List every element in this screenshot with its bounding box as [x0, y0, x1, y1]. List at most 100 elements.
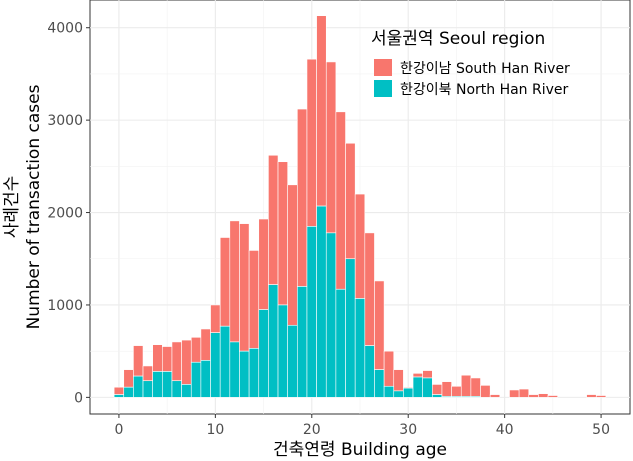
x-tick-label: 20: [303, 422, 321, 438]
bar-north-han-river: [345, 258, 356, 398]
bar-north-han-river: [374, 369, 385, 398]
bar-north-han-river: [113, 394, 125, 398]
bar-north-han-river: [306, 226, 317, 398]
bar-north-han-river: [181, 384, 192, 398]
bar-north-han-river: [364, 345, 375, 398]
bar-south-han-river: [528, 394, 539, 398]
y-axis-title-line2: Number of transaction cases: [24, 84, 44, 329]
bar-south-han-river: [518, 388, 530, 398]
bar-north-han-river: [441, 396, 452, 398]
bar-north-han-river: [248, 348, 260, 398]
bar-south-han-river: [113, 386, 125, 395]
bar-south-han-river: [123, 369, 134, 388]
legend-label-south: 한강이남 South Han River: [400, 61, 570, 77]
bar-south-han-river: [181, 339, 192, 385]
bar-north-han-river: [123, 386, 134, 398]
y-axis: 0 1000 2000 3000 4000: [47, 21, 90, 406]
x-axis-title: 건축연령 Building age: [273, 440, 447, 460]
bar-south-han-river: [470, 377, 481, 397]
bar-south-han-river: [538, 393, 549, 398]
bar-north-han-river: [470, 396, 481, 398]
bar-north-han-river: [325, 232, 337, 398]
bar-south-han-river: [248, 250, 260, 349]
y-tick-label: 1000: [47, 298, 83, 314]
bar-north-han-river: [239, 350, 250, 398]
bar-south-han-river: [451, 385, 462, 397]
x-tick-label: 30: [399, 422, 417, 438]
bar-south-han-river: [258, 218, 269, 310]
bar-north-han-river: [133, 375, 144, 398]
y-tick-label: 2000: [47, 206, 83, 222]
bar-south-han-river: [325, 61, 337, 234]
bar-south-han-river: [142, 365, 153, 382]
bar-south-han-river: [297, 108, 308, 287]
bar-south-han-river: [354, 193, 366, 299]
bar-south-han-river: [277, 161, 288, 306]
bar-south-han-river: [316, 15, 327, 207]
x-axis: 0 10 20 30 40 50: [114, 414, 610, 438]
bars: [113, 15, 607, 398]
bar-south-han-river: [383, 350, 395, 387]
bar-north-han-river: [152, 371, 163, 398]
y-tick-label: 0: [74, 390, 83, 406]
bar-south-han-river: [422, 370, 433, 379]
bar-south-han-river: [345, 142, 356, 260]
bar-south-han-river: [547, 395, 558, 398]
bar-north-han-river: [277, 304, 288, 398]
bar-north-han-river: [210, 332, 221, 398]
bar-north-han-river: [403, 387, 414, 398]
bar-north-han-river: [354, 298, 366, 398]
bar-north-han-river: [432, 394, 443, 398]
bar-north-han-river: [335, 288, 346, 398]
bar-north-han-river: [297, 286, 308, 398]
y-tick-label: 4000: [47, 21, 83, 37]
bar-south-han-river: [432, 384, 443, 395]
bar-south-han-river: [239, 223, 250, 352]
legend-title: 서울권역 Seoul region: [371, 29, 545, 49]
bar-south-han-river: [460, 374, 472, 397]
bar-south-han-river: [306, 58, 317, 227]
legend-swatch-north: [374, 80, 392, 97]
bar-north-han-river: [219, 325, 231, 398]
bar-north-han-river: [268, 284, 279, 398]
bar-south-han-river: [489, 394, 501, 398]
bar-north-han-river: [142, 380, 153, 398]
bar-north-han-river: [393, 390, 404, 398]
bar-south-han-river: [586, 394, 597, 398]
bar-north-han-river: [287, 324, 298, 398]
bar-south-han-river: [412, 373, 423, 378]
bar-south-han-river: [287, 184, 298, 326]
bar-south-han-river: [595, 395, 607, 398]
bar-north-han-river: [229, 341, 240, 398]
x-tick-label: 0: [114, 422, 123, 438]
bar-north-han-river: [460, 396, 472, 398]
y-axis-title-line1: 사례건수: [2, 176, 22, 239]
bar-south-han-river: [268, 154, 279, 285]
bar-south-han-river: [162, 346, 173, 372]
legend-swatch-south: [374, 59, 392, 76]
bar-north-han-river: [422, 377, 433, 398]
bar-south-han-river: [393, 369, 404, 392]
x-tick-label: 50: [592, 422, 610, 438]
bar-south-han-river: [364, 232, 375, 346]
bar-south-han-river: [200, 328, 211, 361]
bar-south-han-river: [219, 237, 231, 327]
bar-north-han-river: [190, 361, 202, 398]
bar-north-han-river: [171, 380, 182, 398]
legend: 서울권역 Seoul region 한강이남 South Han River 한…: [371, 29, 570, 98]
bar-north-han-river: [412, 376, 423, 398]
bar-south-han-river: [335, 111, 346, 290]
bar-north-han-river: [383, 385, 395, 398]
bar-south-han-river: [190, 336, 202, 363]
bar-north-han-river: [200, 360, 211, 398]
bar-south-han-river: [441, 381, 452, 397]
bar-north-han-river: [451, 396, 462, 398]
bar-south-han-river: [210, 304, 221, 333]
bar-south-han-river: [171, 341, 182, 382]
x-tick-label: 40: [496, 422, 514, 438]
bar-south-han-river: [152, 344, 163, 372]
bar-north-han-river: [162, 371, 173, 398]
bar-north-han-river: [258, 309, 269, 398]
bar-south-han-river: [133, 345, 144, 377]
